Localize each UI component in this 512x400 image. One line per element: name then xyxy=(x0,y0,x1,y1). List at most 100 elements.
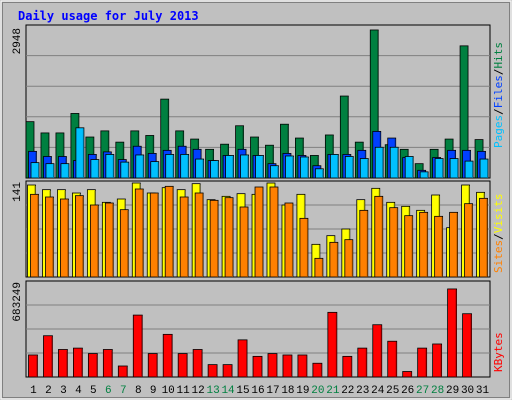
sites-bar-day-22 xyxy=(344,239,354,278)
legend-top-text: Pages/Files/Hits xyxy=(492,42,505,148)
sites-bar-day-19 xyxy=(299,217,309,278)
kbytes-bar-day-9 xyxy=(147,353,158,378)
day-tick-1: 1 xyxy=(30,385,37,397)
sites-bar-day-6 xyxy=(104,202,114,278)
sites-bar-day-25 xyxy=(389,207,399,278)
day-tick-23: 23 xyxy=(356,385,369,397)
pages-bar-day-19 xyxy=(300,156,309,179)
pages-bar-day-21 xyxy=(329,154,339,179)
kbytes-bar-day-14 xyxy=(222,364,233,378)
sites-bar-day-14 xyxy=(224,197,234,278)
pages-bar-day-16 xyxy=(255,155,264,179)
legend-mid-text: Sites/Visits xyxy=(492,194,505,274)
sites-bar-day-10 xyxy=(164,185,174,278)
kbytes-bar-day-24 xyxy=(372,324,383,378)
kbytes-bar-day-26 xyxy=(402,371,413,378)
kbytes-bar-day-25 xyxy=(387,340,398,378)
pages-bar-day-5 xyxy=(90,159,100,179)
top-y-max-label: 2948 xyxy=(12,28,24,54)
legend-hits: Hits xyxy=(492,42,505,69)
kbytes-bar-day-17 xyxy=(267,353,278,378)
pages-bar-day-25 xyxy=(389,146,399,179)
pages-bar-day-20 xyxy=(314,168,324,179)
kbytes-bar-day-12 xyxy=(192,349,203,378)
sites-bar-day-23 xyxy=(359,209,369,278)
sites-bar-day-8 xyxy=(134,188,144,278)
pages-bar-day-3 xyxy=(60,163,70,179)
pages-bar-day-15 xyxy=(240,154,249,179)
kbytes-bar-day-29 xyxy=(447,288,457,378)
sites-bar-day-5 xyxy=(89,204,99,278)
sites-bar-day-20 xyxy=(314,257,324,278)
day-tick-14: 14 xyxy=(221,385,235,397)
pages-bar-day-10 xyxy=(165,154,175,179)
kbytes-bar-day-4 xyxy=(73,347,83,378)
pages-bar-day-1 xyxy=(30,162,40,179)
sites-bar-day-18 xyxy=(284,202,294,278)
day-tick-12: 12 xyxy=(192,385,205,397)
pages-bar-day-9 xyxy=(150,161,160,179)
pages-bar-day-17 xyxy=(270,165,279,179)
hits-files-pages-panel xyxy=(25,24,491,179)
kbytes-bar-day-27 xyxy=(417,347,428,378)
pages-bar-day-13 xyxy=(210,160,220,179)
legend-slash: / xyxy=(492,108,505,115)
day-tick-22: 22 xyxy=(341,385,354,397)
day-tick-9: 9 xyxy=(150,385,157,397)
legend-sites: Sites xyxy=(492,240,505,273)
middle-y-max-label: 141 xyxy=(12,182,24,202)
day-tick-16: 16 xyxy=(251,385,264,397)
kbytes-bar-day-3 xyxy=(58,349,68,378)
kbytes-bar-day-6 xyxy=(102,349,113,378)
kbytes-bar-day-16 xyxy=(252,355,263,378)
day-tick-10: 10 xyxy=(162,385,175,397)
sites-bar-day-28 xyxy=(434,215,444,278)
pages-bar-day-4 xyxy=(75,127,85,179)
day-tick-4: 4 xyxy=(75,385,82,397)
top-side-legend: Pages/Files/Hits xyxy=(492,42,505,148)
sites-bar-day-27 xyxy=(419,211,429,278)
middle-side-legend: Sites/Visits xyxy=(492,194,505,274)
day-tick-6: 6 xyxy=(105,385,112,397)
kbytes-bar-day-20 xyxy=(312,362,323,378)
kbytes-bar-day-7 xyxy=(117,365,128,378)
kbytes-bar-day-11 xyxy=(177,353,188,378)
day-tick-27: 27 xyxy=(416,385,429,397)
kbytes-bar-day-8 xyxy=(132,314,143,378)
bottom-side-legend: KBytes xyxy=(492,332,505,372)
day-tick-8: 8 xyxy=(135,385,142,397)
pages-bar-day-23 xyxy=(359,158,369,179)
pages-bar-day-14 xyxy=(225,155,234,179)
sites-bar-day-11 xyxy=(179,196,189,278)
pages-bar-day-2 xyxy=(45,163,55,179)
day-tick-29: 29 xyxy=(446,385,459,397)
kbytes-bar-day-22 xyxy=(342,355,353,378)
day-tick-19: 19 xyxy=(296,385,309,397)
day-tick-7: 7 xyxy=(120,385,127,397)
pages-bar-day-12 xyxy=(195,158,205,179)
pages-bar-day-11 xyxy=(180,154,190,179)
sites-bar-day-30 xyxy=(464,203,473,278)
sites-bar-day-2 xyxy=(45,196,54,278)
pages-bar-day-18 xyxy=(285,155,294,179)
sites-bar-day-16 xyxy=(254,186,264,278)
pages-bar-day-8 xyxy=(135,154,145,179)
sites-bar-day-9 xyxy=(149,192,159,278)
day-tick-13: 13 xyxy=(206,385,219,397)
day-tick-31: 31 xyxy=(476,385,490,397)
kbytes-bar-day-5 xyxy=(87,353,98,378)
kbytes-bar-day-18 xyxy=(282,354,293,378)
kbytes-bar-day-2 xyxy=(43,335,53,378)
sites-bar-day-4 xyxy=(75,195,84,278)
legend-files: Files xyxy=(492,75,505,108)
kbytes-bar-day-13 xyxy=(207,364,218,378)
kbytes-bar-day-10 xyxy=(162,333,173,378)
pages-bar-day-24 xyxy=(374,146,384,179)
legend-pages: Pages xyxy=(492,115,505,148)
visits-sites-panel xyxy=(25,180,491,278)
day-tick-30: 30 xyxy=(461,385,474,397)
day-tick-24: 24 xyxy=(371,385,385,397)
